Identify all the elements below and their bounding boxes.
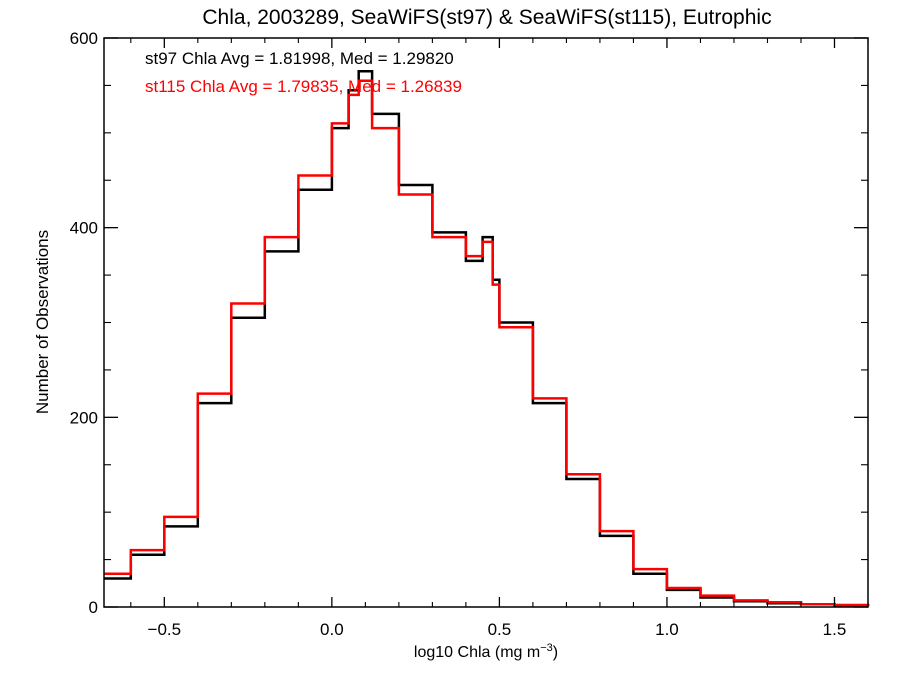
x-tick-label: −0.5 — [148, 620, 182, 639]
series-line-st115 — [104, 79, 870, 607]
y-tick-label: 0 — [89, 598, 98, 617]
chart-title: Chla, 2003289, SeaWiFS(st97) & SeaWiFS(s… — [202, 6, 771, 29]
y-tick-label: 600 — [70, 29, 98, 48]
x-axis-label-sup: −3 — [540, 642, 553, 654]
annotation-st115: st115 Chla Avg = 1.79835, Med = 1.26839 — [145, 77, 462, 96]
x-tick-label: 1.0 — [655, 620, 679, 639]
series-layer — [104, 69, 870, 607]
annotation-st97: st97 Chla Avg = 1.81998, Med = 1.29820 — [145, 49, 454, 68]
x-axis-label-main: log10 Chla (mg m — [414, 644, 540, 661]
y-tick-label: 200 — [70, 408, 98, 427]
plot-frame — [103, 37, 869, 608]
x-tick-label: 0.0 — [320, 620, 344, 639]
x-tick-label: 0.5 — [488, 620, 512, 639]
y-tick-label: 400 — [70, 219, 98, 238]
x-axis-label: log10 Chla (mg m−3) — [414, 642, 558, 661]
series-line-st97 — [104, 69, 870, 607]
ticks-layer: −0.5 0.0 0.5 1.0 1.5 0 200 400 600 — [70, 29, 869, 639]
x-tick-label: 1.5 — [823, 620, 847, 639]
y-axis-label: Number of Observations — [33, 230, 52, 414]
x-axis-label-tail: ) — [553, 644, 558, 661]
